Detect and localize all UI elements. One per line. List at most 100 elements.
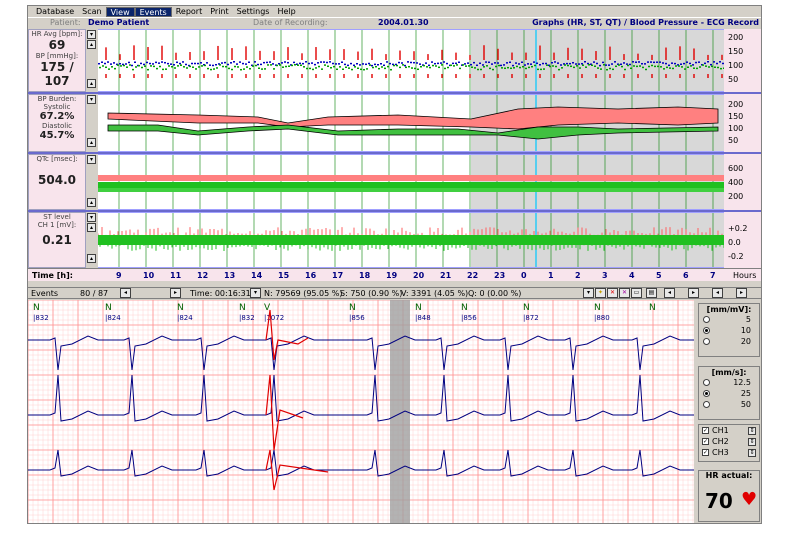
speed-option[interactable]: 50 bbox=[699, 399, 759, 410]
channel-row[interactable]: ✓ CH3 ⇕ bbox=[702, 448, 756, 457]
last-icon[interactable]: ▸ bbox=[688, 288, 699, 298]
panel-menu-button[interactable]: ▾ bbox=[87, 213, 96, 222]
bp-point bbox=[147, 68, 149, 71]
spin-icon[interactable]: ⇕ bbox=[748, 437, 756, 446]
hr-bp-trend-plot[interactable] bbox=[98, 29, 725, 92]
bp-point bbox=[708, 66, 710, 68]
next-icon[interactable]: ▸ bbox=[736, 288, 747, 298]
bp-point bbox=[348, 67, 350, 69]
radio-icon[interactable] bbox=[703, 316, 710, 323]
hr-point bbox=[587, 62, 589, 65]
menu-database[interactable]: Database bbox=[36, 6, 75, 16]
hr-point bbox=[707, 61, 709, 63]
bp-point bbox=[714, 66, 716, 68]
beat-type-menu-button[interactable]: ▾ bbox=[250, 288, 261, 298]
menu-print[interactable]: Print bbox=[210, 6, 229, 16]
bp-point bbox=[504, 67, 506, 70]
radio-icon[interactable] bbox=[703, 338, 710, 345]
menu-scan[interactable]: Scan bbox=[82, 6, 102, 16]
checkbox-icon[interactable]: ✓ bbox=[702, 427, 709, 434]
gain-option[interactable]: 10 bbox=[699, 325, 759, 336]
ecg-waveform-area[interactable]: N |832 N |824 N |824 N |832 V |1072 N |856 N |848 N |85… bbox=[28, 299, 694, 523]
bp-point bbox=[486, 65, 488, 67]
delete-icon[interactable]: ✕ bbox=[607, 288, 618, 298]
st-band bbox=[98, 235, 724, 245]
event-next-button[interactable]: ▸ bbox=[170, 288, 181, 298]
hr-point bbox=[548, 64, 550, 67]
radio-icon[interactable] bbox=[703, 327, 710, 334]
qtc-trend-plot[interactable] bbox=[98, 154, 724, 210]
menu-report[interactable]: Report bbox=[175, 6, 203, 16]
menu-settings[interactable]: Settings bbox=[236, 6, 270, 16]
panel-menu-button[interactable]: ▾ bbox=[87, 95, 96, 104]
panel-scroll-button[interactable]: ▴ bbox=[87, 138, 96, 147]
bp-point bbox=[207, 67, 209, 70]
event-prev-button[interactable]: ◂ bbox=[120, 288, 131, 298]
panel-scroll-button[interactable]: ▴ bbox=[87, 79, 96, 88]
checkbox-icon[interactable]: ✓ bbox=[702, 438, 709, 445]
bp-burden-trend-plot[interactable] bbox=[98, 94, 724, 152]
bp-point bbox=[657, 65, 659, 68]
gain-option[interactable]: 20 bbox=[699, 336, 759, 347]
bp-point bbox=[435, 65, 437, 67]
checkbox-icon[interactable]: ✓ bbox=[702, 449, 709, 456]
bp-point bbox=[534, 64, 536, 67]
prev-icon[interactable]: ◂ bbox=[712, 288, 723, 298]
hr-point bbox=[590, 63, 592, 65]
speed-option[interactable]: 12.5 bbox=[699, 377, 759, 388]
qtc-upper-band bbox=[98, 175, 724, 181]
gain-option[interactable]: 5 bbox=[699, 314, 759, 325]
channel-row[interactable]: ✓ CH2 ⇕ bbox=[702, 437, 756, 446]
bp-point bbox=[414, 67, 416, 70]
bulb-icon[interactable]: ✦ bbox=[595, 288, 606, 298]
menu-view[interactable]: View bbox=[105, 6, 135, 17]
time-tick: 14 bbox=[251, 271, 263, 280]
panel-scroll-button[interactable]: ▴ bbox=[87, 254, 96, 263]
bp-point bbox=[678, 65, 680, 67]
panel-separator[interactable] bbox=[28, 152, 761, 154]
clear-icon[interactable]: ✕ bbox=[619, 288, 630, 298]
zoom-icon[interactable]: ▭ bbox=[631, 288, 642, 298]
bp-point bbox=[672, 67, 674, 70]
bp-point bbox=[297, 64, 299, 66]
spin-icon[interactable]: ⇕ bbox=[748, 448, 756, 457]
bp-point bbox=[519, 66, 521, 69]
bp-point bbox=[135, 66, 137, 68]
radio-icon[interactable] bbox=[703, 390, 710, 397]
bp-point bbox=[450, 64, 452, 67]
bp-point bbox=[696, 67, 698, 70]
time-tick: 0 bbox=[521, 271, 527, 280]
rr-interval-label: |848 bbox=[415, 314, 431, 322]
menu-events[interactable]: Events bbox=[134, 6, 172, 17]
axis-tick: 200 bbox=[728, 33, 744, 42]
bp-point bbox=[363, 68, 365, 71]
panel-zoom-button[interactable]: ▴ bbox=[87, 223, 96, 232]
channel-row[interactable]: ✓ CH1 ⇕ bbox=[702, 426, 756, 435]
radio-icon[interactable] bbox=[703, 379, 710, 386]
bp-point bbox=[549, 65, 551, 68]
dropdown-icon[interactable]: ▾ bbox=[583, 288, 594, 298]
hr-point bbox=[146, 61, 148, 64]
panel-zoom-button[interactable]: ▴ bbox=[87, 40, 96, 49]
bp-point bbox=[543, 68, 545, 70]
st-axis: +0.2 0.0 -0.2 bbox=[724, 212, 761, 268]
panel-scroll-button[interactable]: ▴ bbox=[87, 198, 96, 207]
events-label: Events bbox=[31, 289, 59, 298]
bp-point bbox=[528, 66, 530, 69]
hr-point bbox=[632, 61, 634, 63]
spin-icon[interactable]: ⇕ bbox=[748, 426, 756, 435]
panel-separator[interactable] bbox=[28, 210, 761, 212]
hr-point bbox=[392, 63, 394, 66]
speed-option[interactable]: 25 bbox=[699, 388, 759, 399]
panel-menu-button[interactable]: ▾ bbox=[87, 155, 96, 164]
st-trend-plot[interactable] bbox=[97, 212, 725, 268]
bp-point bbox=[684, 68, 686, 70]
radio-icon[interactable] bbox=[703, 401, 710, 408]
panel-menu-button[interactable]: ▾ bbox=[87, 30, 96, 39]
first-icon[interactable]: ◂ bbox=[664, 288, 675, 298]
bp-point bbox=[633, 65, 635, 67]
menu-help[interactable]: Help bbox=[277, 6, 296, 16]
beat-label: V bbox=[264, 303, 271, 313]
print-icon[interactable]: ▤ bbox=[646, 288, 657, 298]
panel-separator[interactable] bbox=[28, 92, 761, 94]
